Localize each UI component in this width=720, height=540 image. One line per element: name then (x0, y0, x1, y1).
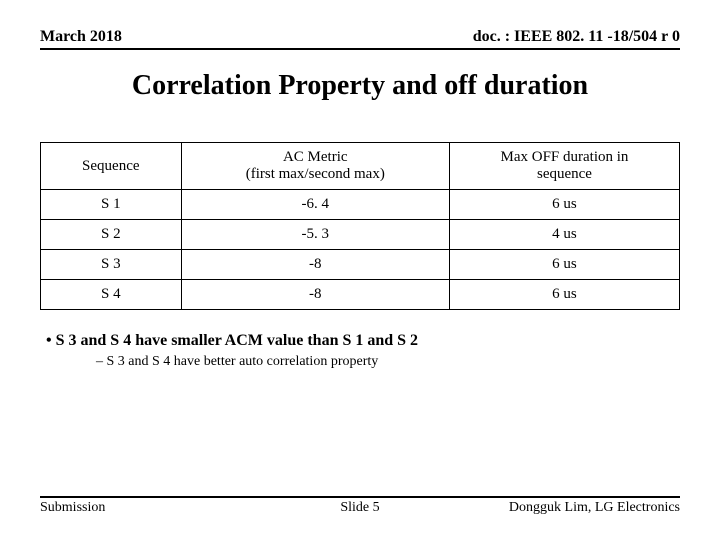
col-sequence: Sequence (41, 143, 182, 190)
cell-off: 4 us (449, 220, 679, 250)
page-title: Correlation Property and off duration (40, 70, 680, 102)
cell-ac: -6. 4 (181, 190, 449, 220)
header: March 2018 doc. : IEEE 802. 11 -18/504 r… (40, 28, 680, 50)
col-max-off: Max OFF duration insequence (449, 143, 679, 190)
footer-center: Slide 5 (340, 500, 379, 516)
table-row: S 2 -5. 3 4 us (41, 220, 680, 250)
bullet-main: S 3 and S 4 have smaller ACM value than … (46, 332, 680, 350)
header-right: doc. : IEEE 802. 11 -18/504 r 0 (473, 28, 680, 46)
footer-left: Submission (40, 500, 105, 516)
cell-seq: S 2 (41, 220, 182, 250)
cell-off: 6 us (449, 280, 679, 310)
cell-off: 6 us (449, 250, 679, 280)
data-table: Sequence AC Metric(first max/second max)… (40, 142, 680, 310)
cell-off: 6 us (449, 190, 679, 220)
cell-ac: -8 (181, 250, 449, 280)
bullet-list: S 3 and S 4 have smaller ACM value than … (40, 332, 680, 370)
footer-right: Dongguk Lim, LG Electronics (509, 500, 680, 516)
header-left: March 2018 (40, 28, 122, 46)
table-row: S 3 -8 6 us (41, 250, 680, 280)
cell-seq: S 4 (41, 280, 182, 310)
cell-ac: -5. 3 (181, 220, 449, 250)
table-row: S 4 -8 6 us (41, 280, 680, 310)
cell-seq: S 1 (41, 190, 182, 220)
table-header-row: Sequence AC Metric(first max/second max)… (41, 143, 680, 190)
bullet-sub: S 3 and S 4 have better auto correlation… (96, 354, 680, 370)
cell-seq: S 3 (41, 250, 182, 280)
table-row: S 1 -6. 4 6 us (41, 190, 680, 220)
col-ac-metric: AC Metric(first max/second max) (181, 143, 449, 190)
cell-ac: -8 (181, 280, 449, 310)
